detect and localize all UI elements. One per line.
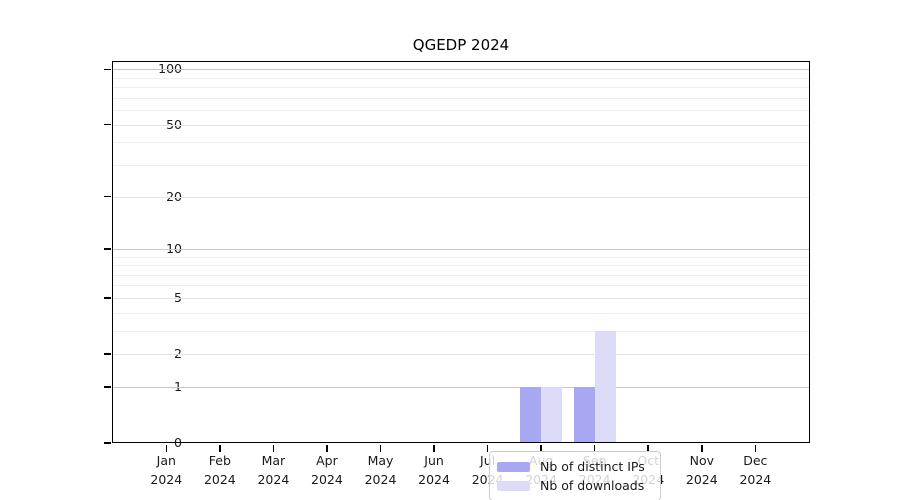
y-axis-tick [104,297,111,299]
x-tick-label: Nov 2024 [670,452,734,490]
legend-item: Nb of distinct IPs [497,457,652,476]
legend-item: Nb of downloads [497,476,652,495]
x-axis-tick [486,445,489,452]
bar-aug-ips [520,386,542,443]
y-tick-label: 50 [166,116,182,132]
x-tick-label: Jan 2024 [134,452,198,490]
y-gridline [112,124,810,126]
y-gridline-major [112,69,810,71]
legend-color-swatch [497,461,530,472]
y-gridline-minor [112,77,810,79]
x-axis-tick [433,445,435,452]
y-axis-tick [104,123,111,126]
x-tick-month: Apr [316,453,338,468]
x-tick-year: 2024 [685,471,718,487]
y-gridline-minor [112,265,810,267]
x-tick-month: Feb [208,453,231,468]
y-tick-label: 1 [112,380,182,394]
x-tick-year: 2024 [364,471,397,487]
x-axis-tick [647,445,650,452]
x-axis-tick [165,445,168,452]
x-axis-tick [326,445,328,452]
y-gridline-minor [112,87,810,89]
x-tick-label: Dec 2024 [723,452,787,490]
x-tick-year: 2024 [150,471,183,487]
y-axis-tick [104,195,111,198]
plot-area: Nb of distinct IPs Nb of downloads [104,61,810,500]
x-tick-year: 2024 [203,471,236,487]
y-gridline-minor [112,312,810,314]
y-gridline-minor [112,256,810,258]
x-axis-tick [754,445,757,452]
y-tick-label: 0 [174,434,182,450]
x-tick-label: Apr 2024 [295,452,359,490]
y-gridline [112,354,810,356]
y-axis-tick [104,68,111,71]
x-axis-tick [701,445,703,452]
x-tick-month: Jan [156,453,176,468]
y-tick-label: 20 [166,188,182,204]
y-gridline-minor [112,285,810,287]
x-tick-month: Mar [261,453,286,468]
x-tick-label: Jun 2024 [402,452,466,490]
legend-color-swatch [497,480,530,491]
y-gridline-minor [112,110,810,112]
y-gridline-minor [112,274,810,276]
x-tick-month: Dec [743,453,768,468]
y-tick-label: 2 [112,347,182,361]
x-tick-month: May [367,453,394,468]
chart-title: QGEDP 2024 [412,36,510,54]
bar-sep-downloads [594,330,616,443]
y-tick-label: 5 [112,291,182,305]
y-gridline [112,196,810,198]
legend-item-label: Nb of distinct IPs [540,459,645,474]
x-axis-tick [272,445,275,452]
y-axis-tick [104,353,111,355]
y-axis-tick [104,248,111,250]
legend: Nb of distinct IPs Nb of downloads [489,451,661,500]
x-tick-month: Jun [424,453,444,468]
y-tick-label: 100 [158,61,182,77]
x-tick-label: May 2024 [349,452,413,490]
y-axis-tick [104,386,111,388]
plot-border [112,61,810,443]
x-tick-year: 2024 [418,471,450,487]
x-tick-year: 2024 [739,471,772,487]
x-axis-tick [379,445,382,452]
x-axis-tick [219,445,221,452]
bar-aug-downloads [541,386,563,443]
y-gridline-minor [112,97,810,99]
x-axis-tick [540,445,542,452]
y-gridline-major [112,248,810,250]
x-tick-year: 2024 [257,471,290,487]
legend-item-label: Nb of downloads [540,478,645,493]
x-tick-month: Nov [689,453,714,468]
y-tick-label: 10 [166,240,182,256]
y-axis-tick [104,442,111,444]
x-tick-label: Feb 2024 [188,452,252,490]
y-gridline-major [112,386,810,388]
y-gridline [112,297,810,299]
bar-sep-ips [573,386,595,443]
x-axis-tick [593,445,596,452]
x-tick-year: 2024 [311,471,343,487]
y-gridline-minor [112,330,810,332]
x-tick-label: Mar 2024 [241,452,305,490]
y-gridline-minor [112,142,810,144]
y-gridline-minor [112,164,810,166]
